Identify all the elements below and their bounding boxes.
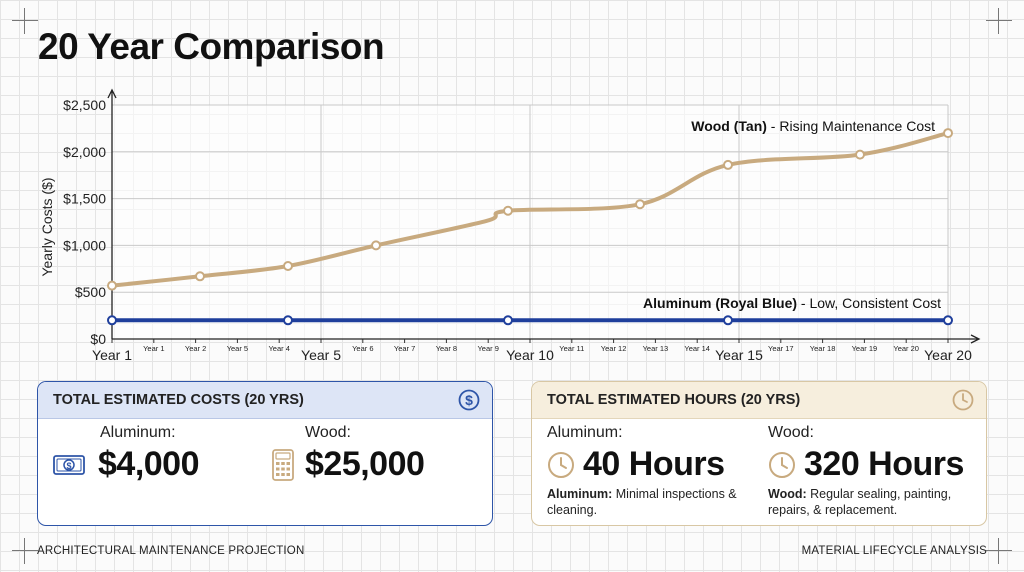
clock-icon: [548, 451, 574, 478]
aluminum-cost-value: $4,000: [98, 445, 200, 483]
aluminum-cost: Aluminum: $ $4,000: [52, 424, 200, 484]
wood-hours: Wood: 320 Hours Wood: Regular sealing, p…: [768, 424, 968, 518]
footer-right-label: MATERIAL LIFECYCLE ANALYSIS: [801, 545, 987, 557]
corner-mark-bottom-right: [986, 538, 1012, 564]
footer-left-label: ARCHITECTURAL MAINTENANCE PROJECTION: [37, 545, 305, 557]
x-tick-label: Year 7: [394, 344, 415, 353]
aluminum-data-point: [503, 315, 513, 326]
y-tick-label: $1,000: [63, 237, 106, 253]
total-hours-card: TOTAL ESTIMATED HOURS (20 YRS) Aluminum:…: [531, 381, 987, 526]
total-costs-card: TOTAL ESTIMATED COSTS (20 YRS) $ Aluminu…: [37, 381, 493, 526]
wood-data-point: [107, 280, 117, 291]
x-axis-arrow: [970, 334, 981, 344]
y-axis-label: Yearly Costs ($): [39, 177, 55, 276]
aluminum-hours: Aluminum: 40 Hours Aluminum: Minimal ins…: [547, 424, 747, 518]
page-title: 20 Year Comparison: [38, 26, 385, 67]
aluminum-hours-label: Aluminum:: [547, 424, 623, 441]
hours-card-title: TOTAL ESTIMATED HOURS (20 YRS): [547, 392, 801, 408]
hours-card-header: TOTAL ESTIMATED HOURS (20 YRS): [532, 382, 986, 419]
x-tick-label: Year 10: [506, 347, 554, 363]
aluminum-data-point: [723, 315, 733, 326]
x-tick-label: Year 9: [477, 344, 498, 353]
aluminum-cost-label: Aluminum:: [100, 424, 176, 441]
y-tick-label: $2,000: [63, 144, 106, 160]
x-tick-label: Year 1: [92, 347, 132, 363]
wood-data-point: [723, 159, 733, 170]
wood-cost-value: $25,000: [305, 445, 425, 483]
costs-card-title: TOTAL ESTIMATED COSTS (20 YRS): [53, 392, 304, 408]
aluminum-data-point: [283, 315, 293, 326]
x-tick-label: Year 17: [768, 344, 794, 353]
clock-icon: [952, 389, 974, 411]
clock-icon: [769, 451, 795, 478]
x-tick-label: Year 11: [559, 344, 584, 353]
x-tick-label: Year 13: [643, 344, 669, 353]
wood-hours-label: Wood:: [768, 424, 814, 441]
x-tick-label: Year 6: [352, 344, 373, 353]
x-tick-label: Year 14: [684, 344, 710, 353]
costs-card-header: TOTAL ESTIMATED COSTS (20 YRS) $: [38, 382, 492, 419]
aluminum-hours-note: Aluminum: Minimal inspections & cleaning…: [547, 487, 737, 517]
aluminum-hours-value: 40 Hours: [583, 445, 725, 483]
x-tick-label: Year 5: [301, 347, 341, 363]
wood-hours-value: 320 Hours: [804, 445, 964, 483]
wood-data-point: [371, 240, 381, 251]
wood-hours-note: Wood: Regular sealing, painting, repairs…: [768, 487, 952, 517]
svg-text:$: $: [465, 392, 473, 408]
x-tick-label: Year 20: [893, 344, 919, 353]
wood-series-line: [110, 131, 950, 288]
corner-mark-top-left: [12, 8, 38, 34]
wood-series-annotation: Wood (Tan) - Rising Maintenance Cost: [691, 118, 935, 134]
corner-mark-top-right: [986, 8, 1012, 34]
wood-data-point: [195, 271, 205, 282]
x-tick-label: Year 2: [185, 344, 206, 353]
y-tick-label: $2,500: [63, 97, 106, 113]
svg-text:$: $: [66, 461, 71, 471]
wood-data-point: [855, 149, 865, 160]
x-tick-label: Year 18: [810, 344, 836, 353]
x-tick-label: Year 5: [227, 344, 248, 353]
aluminum-data-point: [943, 315, 953, 326]
x-tick-label: Year 15: [715, 347, 763, 363]
y-tick-label: $500: [75, 284, 106, 300]
y-tick-label: $1,500: [63, 191, 106, 207]
x-tick-label: Year 1: [143, 344, 164, 353]
line-chart: $0 $500 $1,000 $1,500 $2,000 $2,500 Year 1 Year…: [39, 88, 981, 363]
calculator-icon: [272, 448, 294, 481]
x-tick-label: Year 19: [852, 344, 878, 353]
wood-data-point: [943, 128, 953, 139]
x-tick-label: Year 4: [268, 344, 289, 353]
wood-data-point: [635, 199, 645, 210]
dollar-circle-icon: $: [458, 389, 480, 411]
banknote-icon: $: [53, 454, 85, 475]
wood-data-point: [283, 260, 293, 271]
x-tick-label: Year 8: [436, 344, 457, 353]
aluminum-data-point: [107, 315, 117, 326]
wood-cost-label: Wood:: [305, 424, 351, 441]
wood-cost: Wood: $25,000: [266, 424, 425, 484]
aluminum-series-annotation: Aluminum (Royal Blue) - Low, Consistent …: [643, 295, 941, 311]
y-tick-label: $0: [90, 331, 106, 347]
x-tick-label: Year 20: [924, 347, 972, 363]
corner-mark-bottom-left: [12, 538, 38, 564]
x-tick-label: Year 12: [601, 344, 627, 353]
wood-data-point: [503, 205, 513, 216]
y-axis-arrow: [107, 88, 117, 99]
